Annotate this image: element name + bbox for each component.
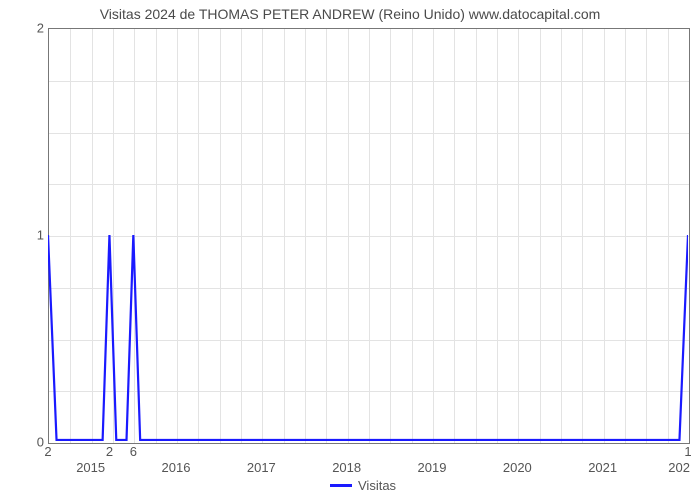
data-annotation: 2	[106, 444, 113, 459]
chart-line-svg	[48, 28, 688, 442]
x-tick-label: 2017	[247, 460, 276, 475]
data-annotation: 1	[684, 444, 691, 459]
legend-label: Visitas	[358, 478, 396, 493]
y-tick-label: 1	[30, 228, 44, 243]
x-tick-label: 2019	[418, 460, 447, 475]
x-tick-label: 2015	[76, 460, 105, 475]
y-tick-label: 2	[30, 21, 44, 36]
chart-legend: Visitas	[330, 478, 396, 493]
x-tick-label-truncated: 202	[668, 460, 690, 475]
x-tick-label: 2018	[332, 460, 361, 475]
chart-title: Visitas 2024 de THOMAS PETER ANDREW (Rei…	[0, 6, 700, 22]
y-tick-label: 0	[30, 435, 44, 450]
legend-swatch	[330, 484, 352, 487]
x-tick-label: 2021	[588, 460, 617, 475]
x-tick-label: 2016	[162, 460, 191, 475]
x-tick-label: 2020	[503, 460, 532, 475]
data-annotation: 6	[130, 444, 137, 459]
data-annotation: 2	[44, 444, 51, 459]
